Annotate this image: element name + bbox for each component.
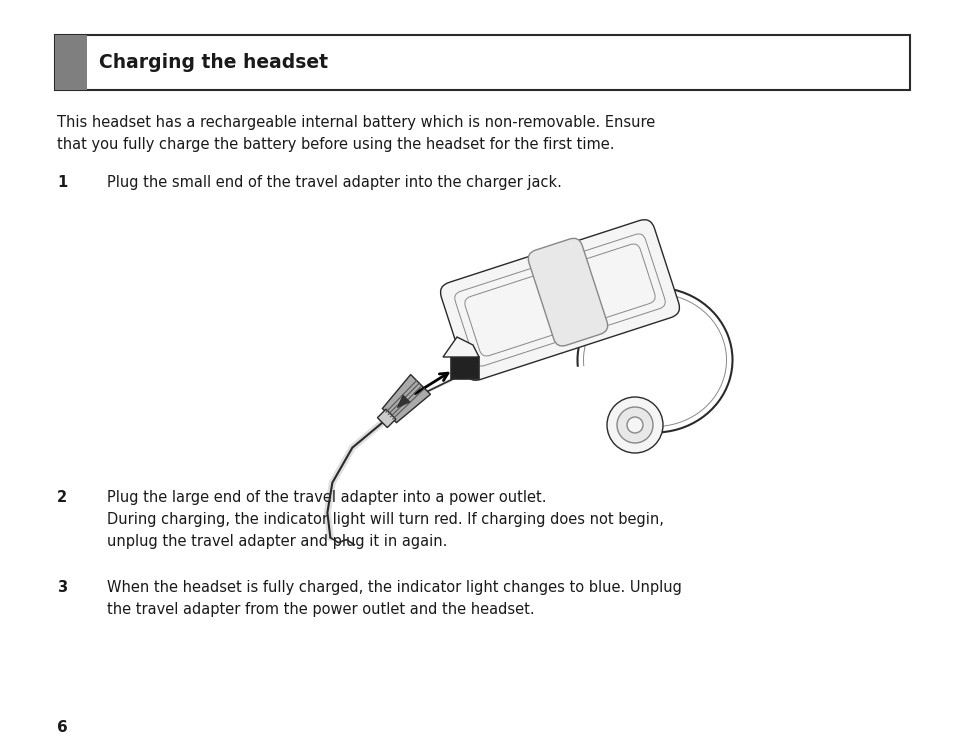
Bar: [55, 35, 87, 90]
Text: 2: 2: [57, 490, 67, 505]
Text: When the headset is fully charged, the indicator light changes to blue. Unplug
t: When the headset is fully charged, the i…: [107, 580, 681, 617]
Text: Charging the headset: Charging the headset: [99, 53, 328, 72]
Text: 1: 1: [57, 175, 67, 190]
Text: Plug the small end of the travel adapter into the charger jack.: Plug the small end of the travel adapter…: [107, 175, 561, 190]
Text: Plug the large end of the travel adapter into a power outlet.: Plug the large end of the travel adapter…: [107, 490, 546, 505]
Text: During charging, the indicator light will turn red. If charging does not begin,
: During charging, the indicator light wil…: [107, 512, 663, 548]
Polygon shape: [442, 337, 478, 357]
Circle shape: [626, 417, 642, 433]
FancyBboxPatch shape: [528, 238, 607, 346]
Text: 3: 3: [57, 580, 67, 595]
Polygon shape: [377, 409, 395, 427]
FancyBboxPatch shape: [440, 220, 679, 381]
Polygon shape: [397, 395, 410, 407]
Circle shape: [617, 407, 652, 443]
Bar: [55, 35, 909, 90]
Text: This headset has a rechargeable internal battery which is non-removable. Ensure
: This headset has a rechargeable internal…: [57, 115, 655, 151]
Text: 6: 6: [57, 720, 68, 735]
Circle shape: [606, 397, 662, 453]
FancyBboxPatch shape: [451, 357, 478, 379]
Polygon shape: [382, 375, 430, 423]
